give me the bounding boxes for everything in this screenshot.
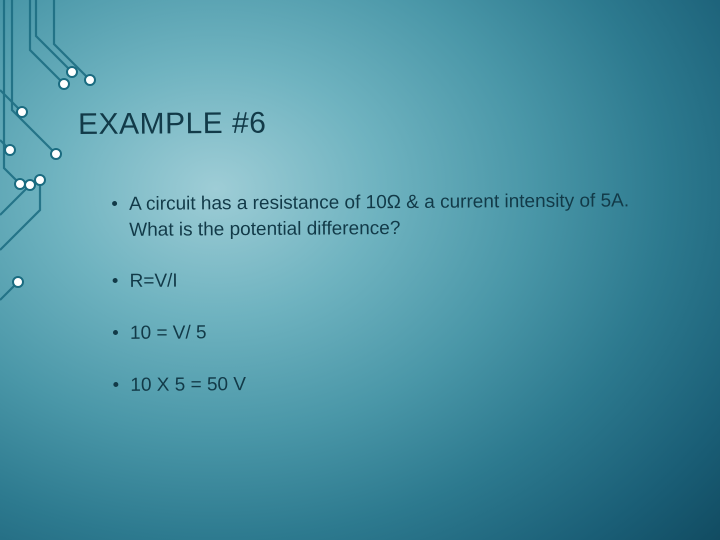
bullet-dot-icon xyxy=(113,330,118,335)
list-item: 10 = V/ 5 xyxy=(113,317,653,346)
slide-title: EXAMPLE #6 xyxy=(78,107,267,142)
list-item: 10 X 5 = 50 V xyxy=(113,369,653,398)
slide-content: EXAMPLE #6 A circuit has a resistance of… xyxy=(0,0,720,540)
list-item: A circuit has a resistance of 10Ω & a cu… xyxy=(112,188,652,243)
bullet-text: 10 X 5 = 50 V xyxy=(130,369,653,398)
bullet-dot-icon xyxy=(113,278,118,283)
list-item: R=V/I xyxy=(113,266,653,295)
bullet-text: 10 = V/ 5 xyxy=(130,317,653,346)
bullet-text: A circuit has a resistance of 10Ω & a cu… xyxy=(129,188,652,243)
bullet-dot-icon xyxy=(113,382,118,387)
bullet-dot-icon xyxy=(112,201,117,206)
bullet-text: R=V/I xyxy=(130,266,653,295)
bullet-list: A circuit has a resistance of 10Ω & a cu… xyxy=(112,188,653,398)
slide: EXAMPLE #6 A circuit has a resistance of… xyxy=(0,0,720,540)
